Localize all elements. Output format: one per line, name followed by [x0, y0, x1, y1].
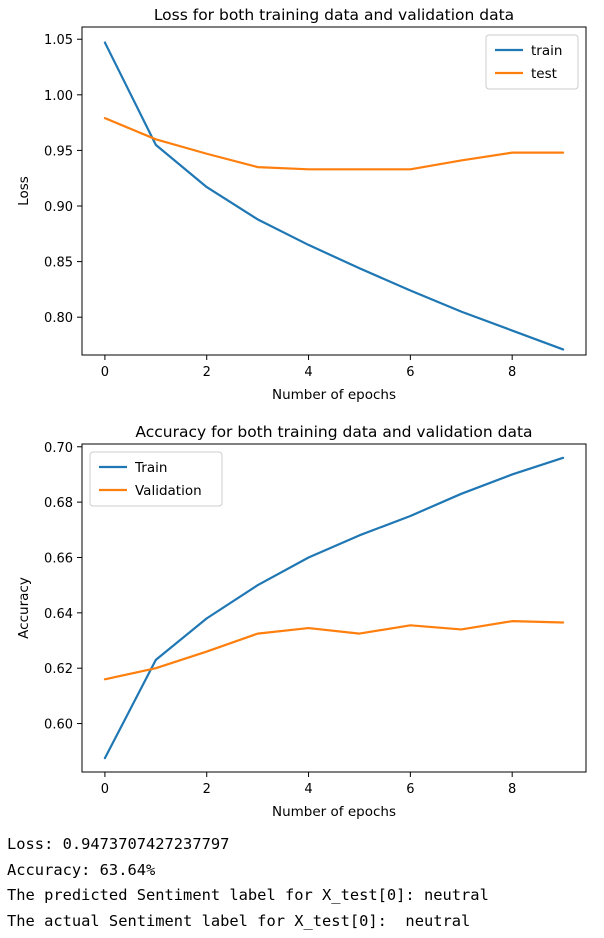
- legend-label-test: test: [531, 66, 557, 82]
- legend-label-train: train: [531, 43, 562, 59]
- chart-loss: Loss for both training data and validati…: [16, 6, 587, 403]
- y-axis-label: Accuracy: [16, 577, 32, 639]
- series-line-train: [103, 41, 565, 351]
- predicted-label-line: The predicted Sentiment label for X_test…: [7, 886, 489, 904]
- chart-accuracy: Accuracy for both training data and vali…: [16, 423, 587, 820]
- x-tick-label: 4: [304, 782, 312, 797]
- console-output: Loss: 0.9473707427237797 Accuracy: 63.64…: [7, 832, 604, 934]
- series-line-test: [103, 117, 565, 171]
- x-tick-label: 0: [101, 782, 109, 797]
- legend: train test: [485, 34, 579, 90]
- legend-label-validation: Validation: [135, 483, 202, 499]
- x-tick-label: 6: [406, 782, 414, 797]
- plot-frame: [81, 443, 587, 773]
- y-tick-label: 0.95: [44, 144, 73, 159]
- y-tick-label: 0.70: [44, 441, 73, 456]
- y-axis-label: Loss: [16, 176, 32, 206]
- chart-title: Accuracy for both training data and vali…: [135, 423, 532, 441]
- legend-label-train: Train: [134, 460, 167, 476]
- y-tick-label: 1.05: [44, 33, 73, 48]
- x-axis-label: Number of epochs: [272, 387, 396, 403]
- y-tick-label: 0.62: [44, 662, 73, 677]
- y-tick-label: 1.00: [44, 89, 73, 104]
- plot-frame: [81, 26, 587, 356]
- y-tick-label: 0.85: [44, 256, 73, 271]
- y-tick-label: 0.60: [44, 718, 73, 733]
- legend-box: [485, 34, 579, 90]
- x-tick-label: 2: [203, 365, 211, 380]
- y-tick-label: 0.64: [44, 607, 73, 622]
- x-tick-label: 8: [508, 365, 516, 380]
- loss-output-line: Loss: 0.9473707427237797: [7, 835, 230, 853]
- x-tick-label: 8: [508, 782, 516, 797]
- y-tick-label: 0.90: [44, 200, 73, 215]
- x-axis-label: Number of epochs: [272, 804, 396, 820]
- legend: Train Validation: [89, 451, 223, 507]
- legend-box: [89, 451, 223, 507]
- x-tick-label: 4: [304, 365, 312, 380]
- y-tick-label: 0.68: [44, 496, 73, 511]
- y-tick-label: 0.66: [44, 551, 73, 566]
- series-line-validation: [103, 620, 565, 681]
- x-tick-label: 2: [203, 782, 211, 797]
- chart-title: Loss for both training data and validati…: [154, 6, 514, 24]
- series-line-train: [103, 456, 565, 760]
- y-tick-label: 0.80: [44, 311, 73, 326]
- x-tick-label: 6: [406, 365, 414, 380]
- actual-label-line: The actual Sentiment label for X_test[0]…: [7, 911, 471, 930]
- x-tick-label: 0: [101, 365, 109, 380]
- accuracy-output-line: Accuracy: 63.64%: [7, 860, 156, 879]
- charts-figure: Loss for both training data and validati…: [16, 6, 587, 820]
